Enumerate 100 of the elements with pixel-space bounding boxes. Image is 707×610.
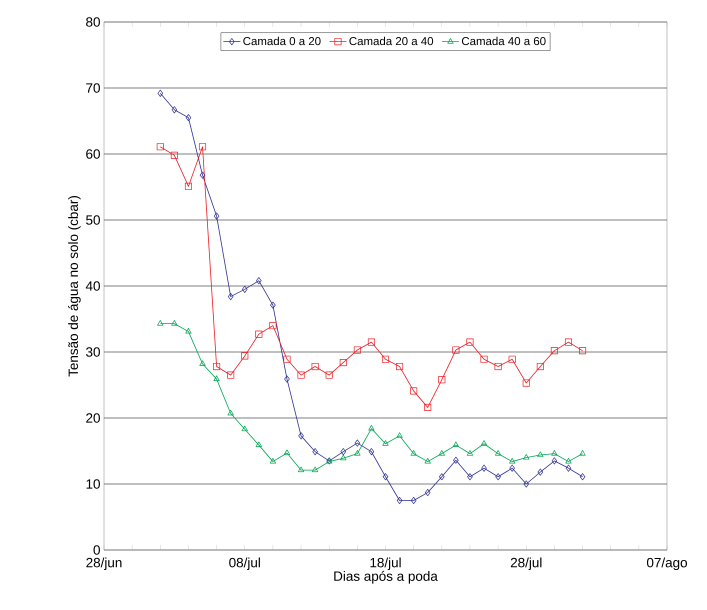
point [523,454,530,460]
point [410,496,416,504]
point [340,448,346,456]
point [298,466,304,472]
point [495,473,501,480]
point [242,426,248,432]
point [198,143,206,150]
point [213,376,220,382]
point [270,458,276,464]
point [424,404,432,411]
point [509,464,515,472]
point [284,376,290,383]
point [284,449,290,455]
point [410,450,417,456]
point [354,346,361,354]
point [256,277,262,284]
point [256,442,262,448]
point [452,346,460,354]
point [382,356,390,363]
point [340,359,347,366]
point [439,473,445,480]
point [241,352,248,360]
point [452,442,459,448]
point [170,152,178,159]
point [382,473,388,480]
x-tick-label: 07/ago [646,558,688,570]
point [424,489,430,496]
y-tick-label: 0 [94,545,100,555]
y-axis-title: Tensão de água no solo (cbar) [68,196,81,377]
point [227,372,234,379]
point [522,379,530,387]
point [552,457,558,464]
point [214,212,220,220]
y-tick-label: 10 [86,479,100,489]
point [536,362,544,370]
point [255,330,262,338]
point [185,328,192,334]
point [480,356,488,363]
point [199,360,206,366]
point [157,320,164,326]
y-tick-label: 20 [86,413,100,423]
y-tick-label: 30 [86,347,100,357]
y-tick-label: 40 [86,281,100,291]
point [579,450,586,456]
point [298,372,305,379]
point [382,440,389,446]
point [184,182,192,190]
point [410,387,418,394]
point [368,338,375,346]
point [580,473,586,480]
point [171,320,178,326]
x-axis-title: Dias após a poda [334,570,438,584]
point [228,410,234,416]
y-tick-label: 70 [86,83,100,93]
point [354,440,360,447]
point [368,425,375,431]
legend-label: Camada 0 a 20 [243,36,321,46]
point [424,458,431,464]
point [467,473,473,480]
x-tick-label: 08/jul [229,558,260,570]
x-tick-label: 18/jul [370,558,401,570]
point [494,450,502,456]
point [453,456,459,464]
point [566,464,572,472]
point [312,362,319,370]
point [340,454,346,460]
point [368,448,374,456]
point [396,362,404,370]
point [508,356,516,363]
point [551,450,558,456]
point [396,432,403,438]
point [481,464,487,472]
point [312,466,318,472]
point [228,293,234,300]
point [509,458,516,464]
point [438,376,446,384]
point [158,90,164,97]
point [312,448,318,456]
point [538,468,544,476]
point [213,362,220,370]
point [354,450,360,456]
legend-label: Camada 20 a 40 [349,36,434,46]
point [537,451,544,457]
legend-label: Camada 40 a 60 [462,36,546,46]
point [565,458,572,464]
point [480,440,488,446]
point [396,496,402,504]
y-tick-label: 80 [86,17,100,27]
point [242,286,248,293]
x-tick-label: 28/jul [510,558,542,570]
point [438,450,445,456]
point [466,450,474,456]
point [269,322,276,330]
y-tick-label: 60 [86,149,100,159]
point [186,114,192,122]
point [298,432,304,440]
point [283,356,291,363]
point [200,172,206,179]
y-tick-label: 50 [86,215,100,225]
point [466,338,474,346]
